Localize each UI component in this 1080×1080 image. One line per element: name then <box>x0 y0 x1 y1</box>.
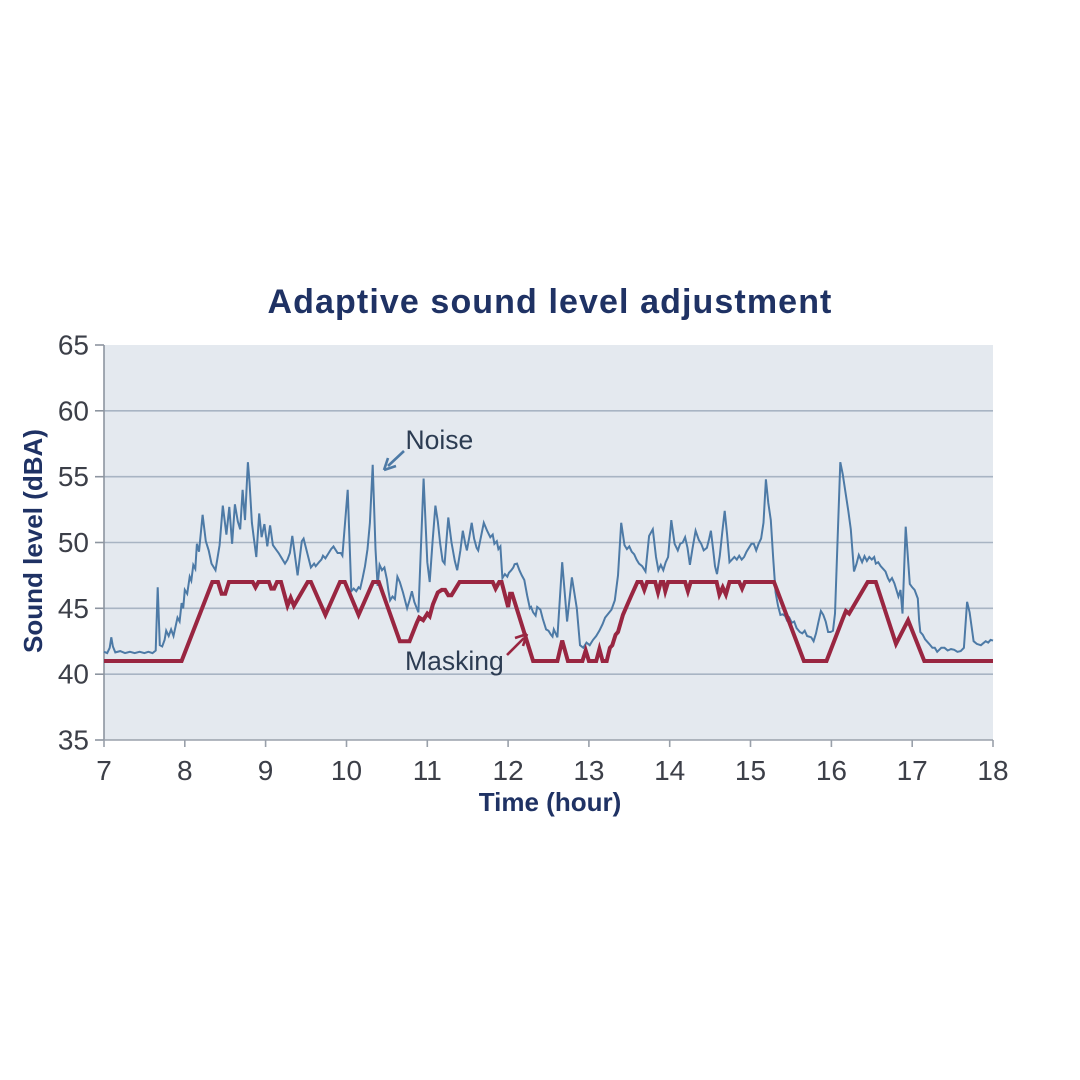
svg-text:11: 11 <box>413 755 442 786</box>
svg-text:13: 13 <box>573 755 604 786</box>
svg-text:16: 16 <box>816 755 847 786</box>
svg-text:Adaptive sound level adjustmen: Adaptive sound level adjustment <box>268 283 833 321</box>
svg-text:Sound level (dBA): Sound level (dBA) <box>18 429 48 653</box>
svg-text:60: 60 <box>58 395 89 426</box>
svg-text:7: 7 <box>96 755 112 786</box>
svg-text:8: 8 <box>177 755 193 786</box>
svg-text:15: 15 <box>735 755 766 786</box>
svg-text:12: 12 <box>493 755 524 786</box>
svg-text:Noise: Noise <box>406 425 474 455</box>
svg-text:18: 18 <box>977 755 1008 786</box>
svg-text:10: 10 <box>331 755 362 786</box>
svg-text:14: 14 <box>654 755 685 786</box>
svg-text:45: 45 <box>58 593 89 624</box>
svg-text:9: 9 <box>258 755 274 786</box>
svg-text:50: 50 <box>58 527 89 558</box>
svg-text:55: 55 <box>58 461 89 492</box>
svg-text:Masking: Masking <box>405 646 504 676</box>
svg-text:40: 40 <box>58 659 89 690</box>
svg-text:65: 65 <box>58 330 89 361</box>
svg-text:17: 17 <box>897 755 928 786</box>
svg-text:35: 35 <box>58 725 89 756</box>
svg-text:Time (hour): Time (hour) <box>479 787 622 817</box>
